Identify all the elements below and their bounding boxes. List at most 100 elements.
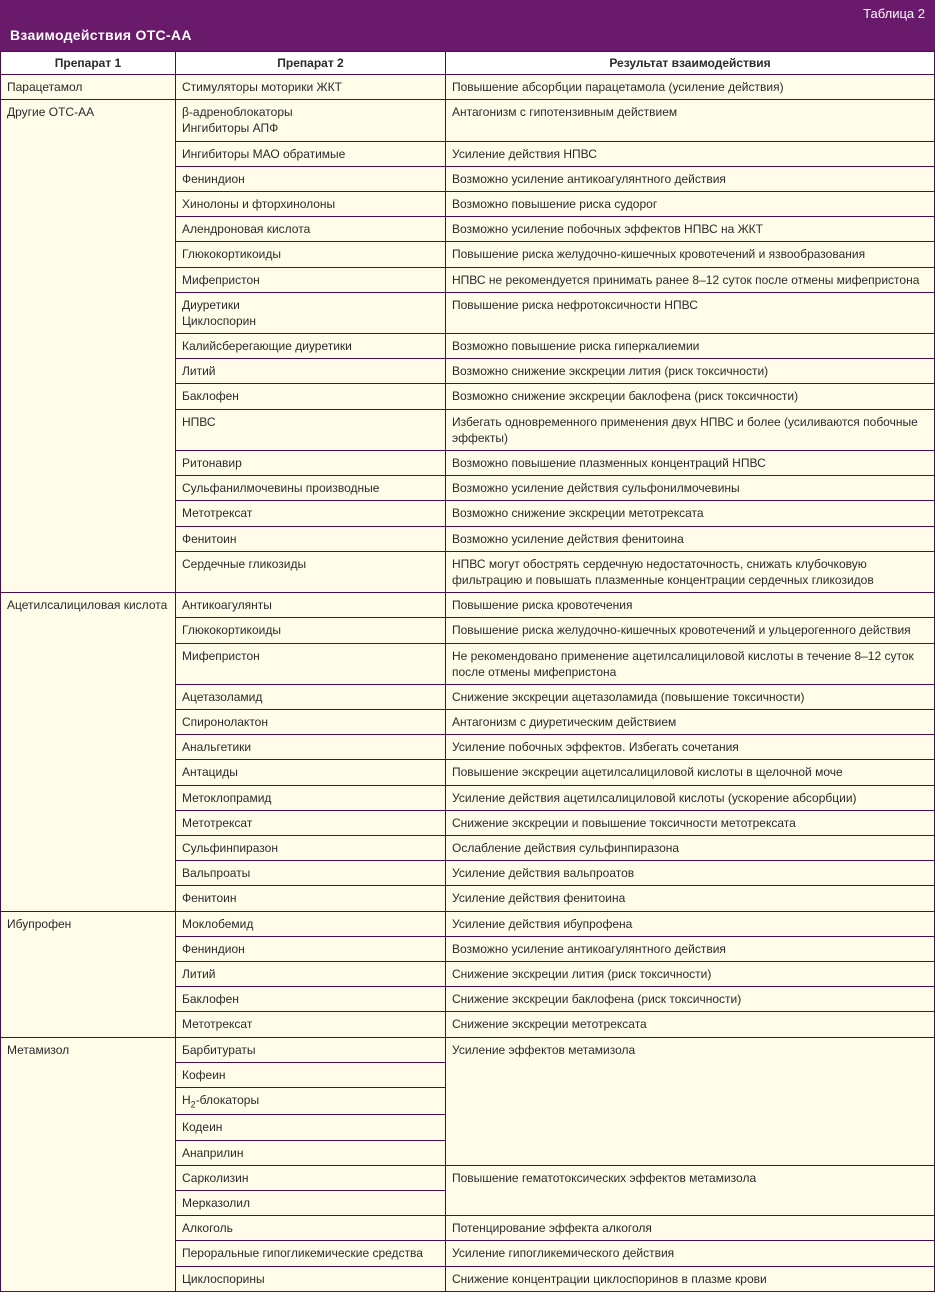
cell-result: Усиление действия ибупрофена (446, 911, 935, 936)
cell-drug2: Кодеин (176, 1115, 446, 1140)
cell-drug2: Ингибиторы МАО обратимые (176, 141, 446, 166)
column-header-drug1: Препарат 1 (1, 52, 176, 75)
cell-drug2: Антикоагулянты (176, 593, 446, 618)
cell-drug2: Калийсберегающие диуретики (176, 334, 446, 359)
table-row: Ацетилсалициловая кислотаАнтикоагулянтыП… (1, 593, 935, 618)
cell-result: НПВС могут обострять сердечную недостато… (446, 551, 935, 592)
cell-result: Усиление действия НПВС (446, 141, 935, 166)
table-title: Взаимодействия ОТС-АА (0, 23, 935, 51)
cell-drug2: Ритонавир (176, 451, 446, 476)
cell-drug2: Глюкокортикоиды (176, 618, 446, 643)
table-row: ПарацетамолСтимуляторы моторики ЖКТПовыш… (1, 75, 935, 100)
cell-result: Повышение гематотоксических эффектов мет… (446, 1165, 935, 1215)
cell-drug2: Моклобемид (176, 911, 446, 936)
cell-result: Возможно повышение риска судорог (446, 191, 935, 216)
cell-result: Повышение риска желудочно-кишечных крово… (446, 618, 935, 643)
cell-drug1: Ацетилсалициловая кислота (1, 593, 176, 911)
cell-result: Усиление побочных эффектов. Избегать соч… (446, 735, 935, 760)
cell-drug2: Баклофен (176, 384, 446, 409)
cell-drug2: Метотрексат (176, 810, 446, 835)
table-row: Другие ОТС-ААβ-адреноблокаторыИнгибиторы… (1, 100, 935, 141)
interactions-table: Препарат 1 Препарат 2 Результат взаимоде… (0, 51, 935, 1292)
cell-result: Снижение экскреции ацетазоламида (повыше… (446, 684, 935, 709)
cell-drug2: Глюкокортикоиды (176, 242, 446, 267)
cell-drug2: Циклоспорины (176, 1266, 446, 1291)
cell-drug2: Спиронолактон (176, 710, 446, 735)
cell-drug2: Алкоголь (176, 1216, 446, 1241)
cell-drug2: Алендроновая кислота (176, 217, 446, 242)
cell-result: Усиление гипогликемического действия (446, 1241, 935, 1266)
table-container: Таблица 2 Взаимодействия ОТС-АА Препарат… (0, 0, 935, 1292)
cell-drug1: Ибупрофен (1, 911, 176, 1037)
cell-drug2: Сульфанилмочевины производные (176, 476, 446, 501)
cell-drug2: Анальгетики (176, 735, 446, 760)
cell-result: Возможно усиление действия сульфонилмоче… (446, 476, 935, 501)
column-header-drug2: Препарат 2 (176, 52, 446, 75)
cell-result: Потенцирование эффекта алкоголя (446, 1216, 935, 1241)
cell-result: Возможно усиление антикоагулянтного дейс… (446, 936, 935, 961)
header-row: Препарат 1 Препарат 2 Результат взаимоде… (1, 52, 935, 75)
cell-result: Возможно снижение экскреции лития (риск … (446, 359, 935, 384)
cell-drug2: Литий (176, 359, 446, 384)
cell-result: Усиление эффектов метамизола (446, 1037, 935, 1165)
cell-drug2: Фениндион (176, 936, 446, 961)
cell-result: Усиление действия вальпроатов (446, 861, 935, 886)
cell-result: Возможно снижение экскреции баклофена (р… (446, 384, 935, 409)
cell-result: Возможно усиление побочных эффектов НПВС… (446, 217, 935, 242)
cell-result: Антагонизм с диуретическим действием (446, 710, 935, 735)
cell-result: Повышение риска нефротоксичности НПВС (446, 292, 935, 333)
cell-result: Снижение экскреции баклофена (риск токси… (446, 987, 935, 1012)
cell-drug2: Пероральные гипогликемические средства (176, 1241, 446, 1266)
cell-drug1: Парацетамол (1, 75, 176, 100)
cell-result: Возможно усиление действия фенитоина (446, 526, 935, 551)
cell-result: Снижение концентрации циклоспоринов в пл… (446, 1266, 935, 1291)
cell-result: Ослабление действия сульфинпиразона (446, 836, 935, 861)
cell-result: Не рекомендовано применение ацетилсалици… (446, 643, 935, 684)
cell-drug2: H2-блокаторы (176, 1087, 446, 1115)
table-row: МетамизолБарбитуратыУсиление эффектов ме… (1, 1037, 935, 1062)
cell-result: Возможно усиление антикоагулянтного дейс… (446, 166, 935, 191)
cell-drug2: Ацетазоламид (176, 684, 446, 709)
cell-result: Усиление действия фенитоина (446, 886, 935, 911)
cell-result: Повышение риска кровотечения (446, 593, 935, 618)
cell-drug2: Сарколизин (176, 1165, 446, 1190)
cell-drug2: Литий (176, 961, 446, 986)
cell-drug2: НПВС (176, 409, 446, 450)
cell-result: Усиление действия ацетилсалициловой кисл… (446, 785, 935, 810)
cell-result: Повышение экскреции ацетилсалициловой ки… (446, 760, 935, 785)
table-body: ПарацетамолСтимуляторы моторики ЖКТПовыш… (1, 75, 935, 1292)
cell-drug2: Анаприлин (176, 1140, 446, 1165)
cell-drug1: Другие ОТС-АА (1, 100, 176, 593)
cell-drug1: Метамизол (1, 1037, 176, 1291)
cell-result: Снижение экскреции лития (риск токсичнос… (446, 961, 935, 986)
cell-result: НПВС не рекомендуется принимать ранее 8–… (446, 267, 935, 292)
cell-drug2: Фенитоин (176, 886, 446, 911)
cell-drug2: Кофеин (176, 1062, 446, 1087)
cell-drug2: Хинолоны и фторхинолоны (176, 191, 446, 216)
cell-drug2: ДиуретикиЦиклоспорин (176, 292, 446, 333)
cell-drug2: Фениндион (176, 166, 446, 191)
cell-result: Возможно повышение риска гиперкалиемии (446, 334, 935, 359)
cell-drug2: Фенитоин (176, 526, 446, 551)
cell-result: Снижение экскреции и повышение токсичнос… (446, 810, 935, 835)
cell-drug2: Вальпроаты (176, 861, 446, 886)
cell-result: Возможно снижение экскреции метотрексата (446, 501, 935, 526)
cell-result: Возможно повышение плазменных концентрац… (446, 451, 935, 476)
cell-result: Избегать одновременного применения двух … (446, 409, 935, 450)
cell-drug2: Мифепристон (176, 267, 446, 292)
table-number-label: Таблица 2 (0, 0, 935, 23)
cell-drug2: Сердечные гликозиды (176, 551, 446, 592)
table-row: ИбупрофенМоклобемидУсиление действия ибу… (1, 911, 935, 936)
cell-drug2: Баклофен (176, 987, 446, 1012)
cell-result: Антагонизм с гипотензивным действием (446, 100, 935, 141)
cell-result: Снижение экскреции метотрексата (446, 1012, 935, 1037)
cell-drug2: Сульфинпиразон (176, 836, 446, 861)
column-header-result: Результат взаимодействия (446, 52, 935, 75)
cell-drug2: Мерказолил (176, 1190, 446, 1215)
cell-drug2: β-адреноблокаторыИнгибиторы АПФ (176, 100, 446, 141)
cell-result: Повышение риска желудочно-кишечных крово… (446, 242, 935, 267)
cell-drug2: Мифепристон (176, 643, 446, 684)
cell-drug2: Метотрексат (176, 1012, 446, 1037)
cell-drug2: Антациды (176, 760, 446, 785)
cell-drug2: Метотрексат (176, 501, 446, 526)
